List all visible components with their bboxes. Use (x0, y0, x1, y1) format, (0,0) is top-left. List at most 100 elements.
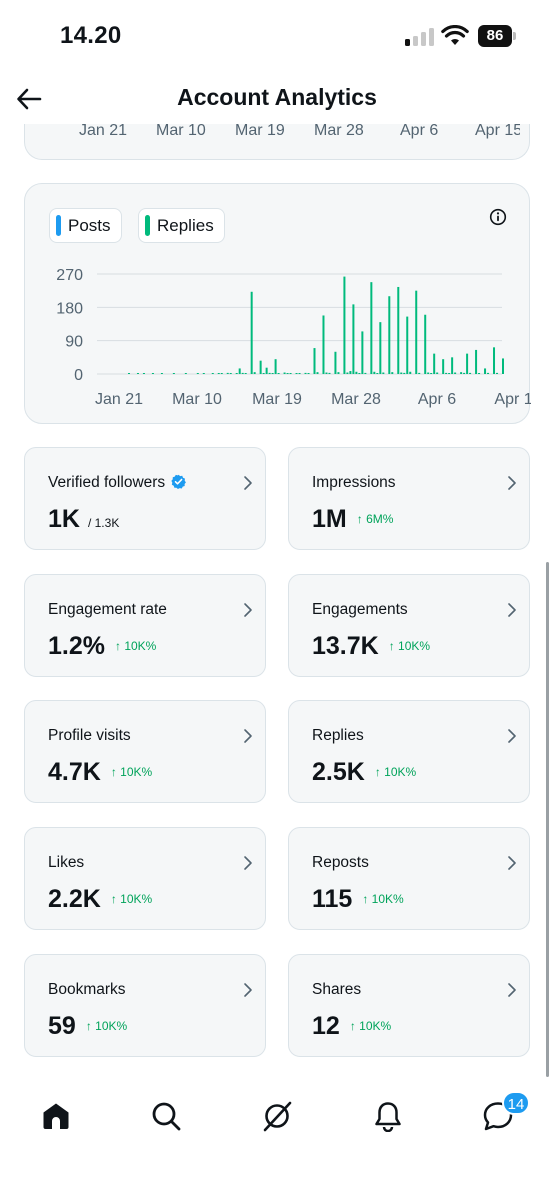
legend-chip-replies[interactable]: Replies (138, 208, 225, 243)
chart-bar (211, 373, 214, 374)
chart-bar (184, 373, 187, 374)
chart-bar (391, 372, 394, 374)
stat-value: 13.7K ↑ 10K% (312, 632, 430, 661)
chart-bar (259, 360, 262, 374)
stat-label: Verified followers (48, 474, 187, 492)
nav-grok[interactable] (257, 1096, 297, 1136)
chart-bar (226, 372, 229, 374)
chart-bar (430, 373, 433, 374)
stat-card[interactable]: Profile visits 4.7K ↑ 10K% (24, 700, 266, 803)
stat-label-text: Replies (312, 727, 364, 744)
stat-card[interactable]: Engagement rate 1.2% ↑ 10K% (24, 574, 266, 677)
chart-bar (496, 372, 499, 374)
battery-icon: 86 (478, 25, 512, 47)
scrollbar[interactable] (546, 562, 549, 1077)
chart-bar (463, 372, 466, 374)
x-tick-label: Apr 15 (494, 391, 531, 408)
chart-bar (343, 276, 346, 374)
chart-bar (337, 372, 340, 374)
stat-value: 4.7K ↑ 10K% (48, 758, 152, 787)
stat-value-text: 12 (312, 1012, 340, 1040)
chart-bar (289, 373, 292, 374)
verified-badge-icon (171, 474, 187, 489)
chevron-right-icon (244, 476, 252, 490)
chart-bar (298, 373, 301, 374)
stat-change: ↑ 10K% (349, 1019, 392, 1033)
stat-value-text: 1.2% (48, 632, 105, 660)
grok-icon (263, 1101, 292, 1132)
bell-icon (375, 1102, 401, 1132)
chart-bar (268, 372, 271, 374)
stat-change: ↑ 10K% (110, 892, 153, 906)
x-tick-label: Mar 10 (156, 122, 206, 139)
x-tick-label: Apr 15 (475, 122, 520, 139)
stat-card[interactable]: Replies 2.5K ↑ 10K% (288, 700, 530, 803)
stat-value: 1M ↑ 6M% (312, 505, 393, 534)
legend-label: Posts (68, 215, 111, 235)
chart-bar (451, 357, 454, 374)
x-tick-label: Apr 6 (418, 391, 456, 408)
chart-bar (283, 372, 286, 374)
stat-label-text: Verified followers (48, 474, 166, 491)
chevron-right-icon (508, 603, 516, 617)
chart-bar (316, 372, 319, 374)
back-button[interactable] (12, 82, 46, 116)
chevron-right-icon (244, 603, 252, 617)
chevron-right-icon (508, 856, 516, 870)
stat-label: Profile visits (48, 727, 131, 745)
chart-bar (244, 373, 247, 374)
chart-bar (307, 373, 310, 374)
chart-bar (295, 373, 298, 374)
chart-bar (475, 349, 478, 374)
page-title: Account Analytics (177, 84, 377, 110)
chart-bar (406, 316, 409, 374)
stat-label: Reposts (312, 854, 369, 872)
info-icon[interactable] (489, 208, 507, 226)
chart-bar (172, 373, 175, 374)
stat-card[interactable]: Engagements 13.7K ↑ 10K% (288, 574, 530, 677)
nav-search[interactable] (146, 1096, 186, 1136)
stat-label: Bookmarks (48, 981, 126, 999)
stat-card[interactable]: Impressions 1M ↑ 6M% (288, 447, 530, 550)
stat-change: ↑ 10K% (362, 892, 404, 906)
stat-card[interactable]: Reposts 115 ↑ 10K% (288, 827, 530, 930)
nav-home[interactable] (36, 1096, 76, 1136)
chart-bar (460, 372, 463, 374)
replies-swatch (145, 215, 150, 236)
stat-change: ↑ 6M% (356, 512, 394, 526)
chart-bar (424, 314, 427, 374)
chart-bar (235, 373, 238, 374)
chart-bar (397, 286, 400, 374)
stat-value: 12 ↑ 10K% (312, 1012, 391, 1041)
stat-label: Engagement rate (48, 601, 167, 619)
chart-bar (286, 373, 289, 374)
stat-label: Replies (312, 727, 364, 745)
bottom-nav (0, 1082, 554, 1152)
chart-bar (502, 358, 504, 374)
messages-badge: 14 (502, 1091, 530, 1115)
chart-bar (334, 351, 337, 374)
stat-card[interactable]: Verified followers 1K / 1.3K (24, 447, 266, 550)
chart-bar (328, 372, 331, 374)
stat-value: 1.2% ↑ 10K% (48, 632, 156, 661)
stat-value: 59 ↑ 10K% (48, 1012, 127, 1041)
y-tick-label: 270 (56, 267, 83, 284)
stat-label-text: Engagement rate (48, 601, 167, 618)
app-header: Account Analytics (0, 72, 554, 122)
nav-notifications[interactable] (368, 1096, 408, 1136)
chart-bar (415, 290, 418, 374)
status-time: 14.20 (60, 22, 122, 49)
home-indicator-area (0, 1170, 554, 1199)
stat-card[interactable]: Likes 2.2K ↑ 10K% (24, 827, 266, 930)
stat-card[interactable]: Bookmarks 59 ↑ 10K% (24, 954, 266, 1057)
stat-label: Engagements (312, 601, 408, 619)
chart-bar (466, 353, 469, 374)
chart-bar (388, 296, 391, 374)
chart-bar (427, 372, 430, 374)
chart-bar (160, 373, 163, 374)
stat-card[interactable]: Shares 12 ↑ 10K% (288, 954, 530, 1057)
chevron-right-icon (244, 983, 252, 997)
chart-bar (151, 373, 154, 374)
stat-change: ↑ 10K% (85, 1019, 128, 1033)
legend-chip-posts[interactable]: Posts (49, 208, 122, 243)
